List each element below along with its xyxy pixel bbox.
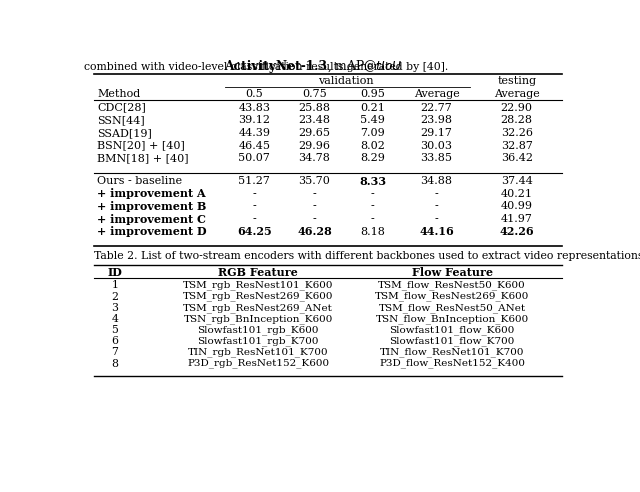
Text: 8.02: 8.02 — [360, 141, 385, 151]
Text: 29.65: 29.65 — [298, 128, 330, 138]
Text: -: - — [371, 189, 374, 199]
Text: ActivityNet-1.3: ActivityNet-1.3 — [224, 60, 327, 73]
Text: validation: validation — [317, 76, 373, 86]
Text: 50.07: 50.07 — [239, 154, 270, 163]
Text: Slowfast101_flow_K700: Slowfast101_flow_K700 — [389, 337, 515, 346]
Text: 8: 8 — [111, 359, 118, 369]
Text: TIN_flow_ResNet101_K700: TIN_flow_ResNet101_K700 — [380, 347, 524, 357]
Text: -: - — [435, 189, 438, 199]
Text: SSAD[19]: SSAD[19] — [97, 128, 152, 138]
Text: 1: 1 — [111, 280, 118, 290]
Text: 28.28: 28.28 — [500, 115, 532, 125]
Text: -: - — [253, 214, 256, 224]
Text: 6: 6 — [111, 336, 118, 346]
Text: 35.70: 35.70 — [298, 176, 330, 186]
Text: 30.03: 30.03 — [420, 141, 452, 151]
Text: 37.44: 37.44 — [500, 176, 532, 186]
Text: 0.75: 0.75 — [302, 89, 327, 99]
Text: P3D_flow_ResNet152_K400: P3D_flow_ResNet152_K400 — [379, 359, 525, 369]
Text: -: - — [435, 214, 438, 224]
Text: 23.48: 23.48 — [298, 115, 330, 125]
Text: -: - — [371, 214, 374, 224]
Text: 51.27: 51.27 — [239, 176, 270, 186]
Text: testing: testing — [497, 76, 536, 86]
Text: 5: 5 — [111, 325, 118, 335]
Text: 25.88: 25.88 — [298, 102, 330, 113]
Text: RGB Feature: RGB Feature — [218, 267, 298, 278]
Text: Slowfast101_rgb_K600: Slowfast101_rgb_K600 — [198, 325, 319, 335]
Text: 8.29: 8.29 — [360, 154, 385, 163]
Text: TIN_rgb_ResNet101_K700: TIN_rgb_ResNet101_K700 — [188, 347, 328, 357]
Text: Ours - baseline: Ours - baseline — [97, 176, 182, 186]
Text: 8.33: 8.33 — [359, 176, 386, 186]
Text: Slowfast101_rgb_K700: Slowfast101_rgb_K700 — [198, 337, 319, 346]
Text: -: - — [371, 202, 374, 212]
Text: CDC[28]: CDC[28] — [97, 102, 146, 113]
Text: 41.97: 41.97 — [500, 214, 532, 224]
Text: 22.90: 22.90 — [500, 102, 532, 113]
Text: 32.87: 32.87 — [500, 141, 532, 151]
Text: 29.96: 29.96 — [298, 141, 330, 151]
Text: + improvement A: + improvement A — [97, 188, 205, 199]
Text: TSM_flow_ResNest269_K600: TSM_flow_ResNest269_K600 — [375, 292, 529, 302]
Text: TSM_rgb_ResNest269_K600: TSM_rgb_ResNest269_K600 — [183, 292, 333, 302]
Text: -: - — [253, 189, 256, 199]
Text: TSN_rgb_BnInception_K600: TSN_rgb_BnInception_K600 — [184, 314, 333, 324]
Text: 3: 3 — [111, 303, 118, 313]
Text: TSM_flow_ResNest50_K600: TSM_flow_ResNest50_K600 — [378, 280, 526, 290]
Text: BMN[18] + [40]: BMN[18] + [40] — [97, 154, 189, 163]
Text: TSM_rgb_ResNest269_ANet: TSM_rgb_ResNest269_ANet — [183, 303, 333, 312]
Text: 44.39: 44.39 — [238, 128, 270, 138]
Text: 39.12: 39.12 — [238, 115, 270, 125]
Text: BSN[20] + [40]: BSN[20] + [40] — [97, 141, 185, 151]
Text: 64.25: 64.25 — [237, 226, 272, 238]
Text: 46.45: 46.45 — [238, 141, 270, 151]
Text: combined with video-level classification results generated by [40].: combined with video-level classification… — [84, 62, 448, 72]
Text: 34.78: 34.78 — [298, 154, 330, 163]
Text: -: - — [312, 202, 316, 212]
Text: -: - — [312, 214, 316, 224]
Text: Method: Method — [97, 89, 140, 99]
Text: Slowfast101_flow_K600: Slowfast101_flow_K600 — [389, 325, 515, 335]
Text: 32.26: 32.26 — [500, 128, 532, 138]
Text: Average: Average — [494, 89, 540, 99]
Text: 42.26: 42.26 — [499, 226, 534, 238]
Text: TSM_flow_ResNest50_ANet: TSM_flow_ResNest50_ANet — [378, 303, 525, 312]
Text: 34.88: 34.88 — [420, 176, 452, 186]
Text: , mAP@$tIoU$: , mAP@$tIoU$ — [327, 59, 403, 74]
Text: 4: 4 — [111, 314, 118, 324]
Text: SSN[44]: SSN[44] — [97, 115, 145, 125]
Text: 33.85: 33.85 — [420, 154, 452, 163]
Text: 40.99: 40.99 — [500, 202, 532, 212]
Text: -: - — [253, 202, 256, 212]
Text: + improvement C: + improvement C — [97, 214, 206, 225]
Text: 22.77: 22.77 — [420, 102, 452, 113]
Text: TSM_rgb_ResNest101_K600: TSM_rgb_ResNest101_K600 — [183, 280, 333, 290]
Text: TSN_flow_BnInception_K600: TSN_flow_BnInception_K600 — [376, 314, 529, 324]
Text: -: - — [435, 202, 438, 212]
Text: 7: 7 — [111, 347, 118, 357]
Text: 36.42: 36.42 — [500, 154, 532, 163]
Text: 23.98: 23.98 — [420, 115, 452, 125]
Text: 7.09: 7.09 — [360, 128, 385, 138]
Text: 8.18: 8.18 — [360, 227, 385, 237]
Text: Flow Feature: Flow Feature — [412, 267, 493, 278]
Text: Average: Average — [413, 89, 460, 99]
Text: 0.5: 0.5 — [246, 89, 263, 99]
Text: + improvement B: + improvement B — [97, 201, 207, 212]
Text: 29.17: 29.17 — [420, 128, 452, 138]
Text: 46.28: 46.28 — [297, 226, 332, 238]
Text: 44.16: 44.16 — [419, 226, 454, 238]
Text: 40.21: 40.21 — [500, 189, 532, 199]
Text: 0.95: 0.95 — [360, 89, 385, 99]
Text: 0.21: 0.21 — [360, 102, 385, 113]
Text: 2: 2 — [111, 292, 118, 302]
Text: P3D_rgb_ResNet152_K600: P3D_rgb_ResNet152_K600 — [187, 359, 330, 369]
Text: 43.83: 43.83 — [238, 102, 270, 113]
Text: ID: ID — [108, 267, 122, 278]
Text: 5.49: 5.49 — [360, 115, 385, 125]
Text: Table 2. List of two-stream encoders with different backbones used to extract vi: Table 2. List of two-stream encoders wit… — [94, 251, 640, 261]
Text: + improvement D: + improvement D — [97, 226, 207, 238]
Text: -: - — [312, 189, 316, 199]
